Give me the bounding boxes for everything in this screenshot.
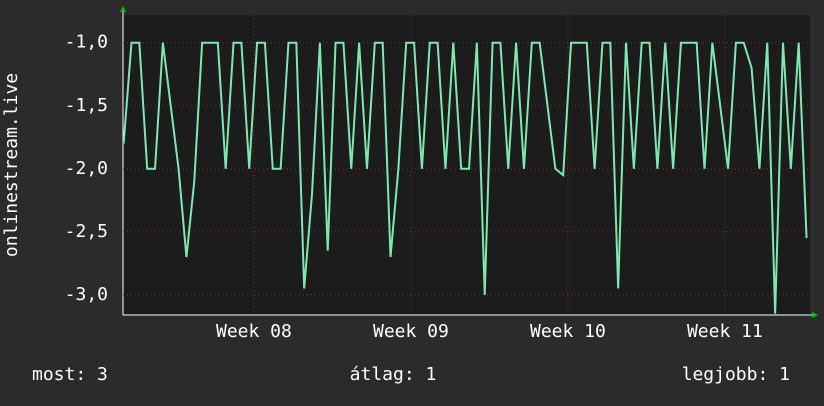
y-tick-label: -1,0 xyxy=(65,32,108,53)
y-tick-label: -2,0 xyxy=(65,158,108,179)
footer-average: átlag: 1 xyxy=(350,364,437,385)
x-tick-label: Week 08 xyxy=(216,321,292,342)
y-tick-label: -2,5 xyxy=(65,221,108,242)
footer-current: most: 3 xyxy=(32,364,108,385)
x-tick-label: Week 11 xyxy=(687,321,763,342)
x-arrow xyxy=(812,312,818,318)
data-line xyxy=(122,41,808,314)
x-tick-label: Week 09 xyxy=(373,321,449,342)
x-tick-label: Week 10 xyxy=(530,321,606,342)
footer-best: legjobb: 1 xyxy=(682,364,790,385)
y-tick-label: -3,0 xyxy=(65,284,108,305)
y-arrow xyxy=(120,6,126,12)
plot-area xyxy=(123,15,810,315)
y-tick-label: -1,5 xyxy=(65,95,108,116)
y-axis-label: onlinestream.live xyxy=(1,73,22,257)
